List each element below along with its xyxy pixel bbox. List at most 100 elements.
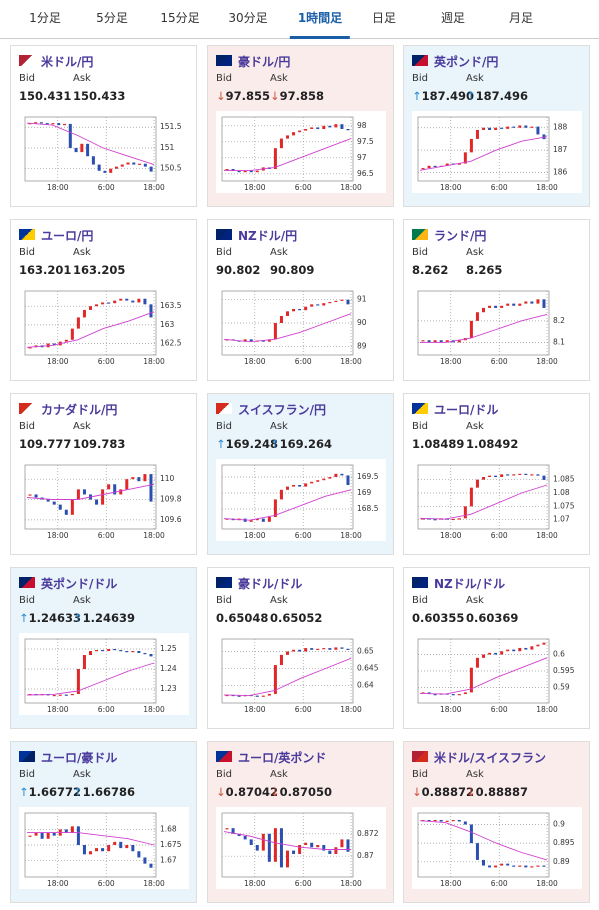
candle: [267, 833, 271, 862]
x-tick-label: 6:00: [98, 531, 115, 540]
candle: [524, 301, 528, 304]
pair-name[interactable]: ユーロ/豪ドル: [41, 751, 118, 765]
candle: [536, 644, 540, 647]
rate-card: 米ドル/スイスフラン Bid Ask ↓0.88872 ↓0.88887 0.89 0.89…: [403, 741, 590, 903]
candle: [328, 648, 332, 650]
candle: [237, 170, 241, 173]
bid-price: 109.777: [19, 437, 72, 451]
pair-name[interactable]: NZドル/円: [238, 229, 298, 243]
pair-name[interactable]: 豪ドル/円: [238, 55, 291, 69]
candle: [506, 474, 510, 476]
candle: [463, 152, 467, 164]
candle: [316, 304, 320, 306]
candle: [113, 841, 117, 845]
candle: [304, 306, 308, 311]
candle: [433, 694, 437, 696]
candle: [488, 305, 492, 308]
candle: [143, 474, 147, 482]
candle: [131, 477, 135, 480]
candle: [340, 839, 344, 848]
pair-name[interactable]: NZドル/ドル: [434, 577, 506, 591]
candle: [107, 845, 111, 852]
bid-value: 90.802: [216, 263, 260, 277]
candle: [34, 494, 38, 498]
bid-label: Bid: [216, 421, 232, 432]
candle: [76, 826, 80, 845]
x-tick-label: 6:00: [491, 531, 508, 540]
candle: [421, 692, 425, 694]
trend-arrow: ↑: [216, 437, 226, 451]
x-tick-label: 6:00: [491, 183, 508, 192]
candle: [316, 845, 320, 848]
pair-name[interactable]: 英ポンド/ドル: [41, 577, 118, 591]
candle: [475, 312, 479, 321]
x-tick-label: 18:00: [440, 705, 462, 714]
x-tick-label: 18:00: [47, 879, 69, 888]
candle: [286, 311, 289, 316]
tab[interactable]: 5分足: [96, 11, 128, 25]
candle: [70, 826, 74, 833]
tab[interactable]: 月足: [508, 11, 534, 25]
candle: [451, 694, 455, 696]
candle: [101, 489, 105, 505]
candle: [89, 851, 92, 855]
bid-label: Bid: [19, 421, 35, 432]
pair-name[interactable]: 英ポンド/円: [434, 55, 499, 69]
candle: [225, 828, 229, 830]
candle: [64, 339, 68, 342]
tab[interactable]: 日足: [371, 11, 397, 25]
candle: [132, 162, 136, 165]
candle: [469, 320, 473, 339]
candle: [463, 692, 467, 695]
candle: [58, 694, 62, 696]
rate-card: 米ドル/円 Bid Ask 150.431 150.433 150.5 151 151.5 18…: [10, 45, 197, 207]
trend-arrow: ↓: [216, 89, 226, 103]
candle: [500, 863, 504, 866]
bid-value: 109.777: [19, 437, 71, 451]
x-tick-label: 18:00: [340, 357, 362, 366]
tab[interactable]: 15分足: [160, 11, 200, 25]
candle: [500, 127, 504, 129]
flag-icon: [216, 403, 232, 414]
candle: [82, 309, 86, 318]
ask-value: ↑1.66786: [73, 785, 135, 799]
candle: [334, 300, 338, 303]
bid-price: 1.08489: [412, 437, 465, 451]
candle: [310, 481, 314, 484]
y-tick-label: 8.1: [553, 337, 565, 346]
pair-name[interactable]: ユーロ/英ポンド: [238, 751, 327, 765]
candle: [340, 299, 344, 301]
pair-name[interactable]: 米ドル/円: [41, 55, 94, 69]
pair-name[interactable]: スイスフラン/円: [238, 403, 327, 417]
tab[interactable]: 1分足: [29, 11, 61, 25]
flag-icon: [19, 229, 35, 240]
y-tick-label: 151.5: [160, 122, 182, 131]
candle: [95, 304, 99, 307]
candle: [137, 298, 141, 303]
candle: [76, 317, 80, 329]
tab[interactable]: 週足: [440, 11, 466, 25]
pair-name[interactable]: ランド/円: [434, 229, 487, 243]
candle: [433, 519, 437, 521]
pair-name[interactable]: カナダドル/円: [41, 403, 118, 417]
pair-name[interactable]: ユーロ/円: [41, 229, 94, 243]
x-tick-label: 18:00: [244, 357, 266, 366]
y-tick-label: 1.24: [160, 664, 177, 673]
x-tick-label: 6:00: [98, 357, 115, 366]
pair-name[interactable]: 米ドル/スイスフラン: [434, 751, 547, 765]
ask-value: 0.60369: [466, 611, 518, 625]
candle: [273, 499, 277, 517]
pair-name[interactable]: 豪ドル/ドル: [238, 577, 303, 591]
moving-average: [419, 820, 548, 861]
candle: [279, 828, 283, 868]
y-tick-label: 1.23: [160, 684, 177, 693]
mini-chart: 1.07 1.075 1.08 1.085 18:00 6:00 18:00: [412, 459, 582, 541]
y-tick-label: 1.085: [553, 475, 575, 484]
ask-price: 163.205: [73, 263, 126, 277]
tab[interactable]: 1時間足: [289, 0, 351, 39]
pair-name[interactable]: ユーロ/ドル: [434, 403, 499, 417]
candle: [279, 654, 283, 666]
tab[interactable]: 30分足: [228, 11, 268, 25]
candle: [34, 832, 38, 836]
ask-price: 1.66786: [82, 785, 136, 799]
